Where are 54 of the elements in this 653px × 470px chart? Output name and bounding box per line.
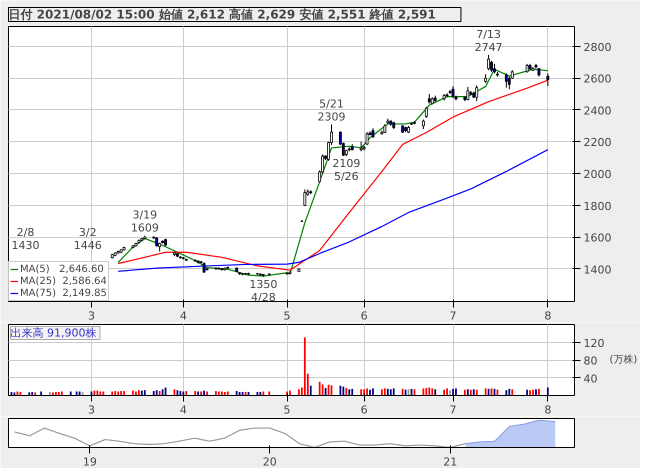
- y-tick-label: 120: [584, 336, 604, 350]
- annotation: 2/8 1430: [11, 226, 40, 252]
- y-tick-label: 2200: [584, 136, 612, 150]
- x-tick-label: 7: [450, 310, 457, 322]
- annotation: 3/19 1609: [130, 208, 159, 235]
- chart-title: 日付 2021/08/02 15:00 始値 2,612 高値 2,629 安値 2,551 終値 2,591: [8, 8, 436, 22]
- chart-title: 出来高 91,900株: [10, 326, 96, 340]
- x-tick-label: 6: [360, 404, 368, 416]
- x-tick-label: 7: [450, 404, 457, 416]
- x-tick-label: 19: [82, 456, 97, 468]
- candlestick: [428, 94, 431, 104]
- candlestick: [372, 128, 374, 138]
- x-tick-label: 20: [262, 456, 277, 468]
- y-tick-label: 80: [584, 354, 598, 368]
- candlestick: [452, 86, 454, 99]
- line-series: [118, 149, 548, 272]
- x-tick-label: 5: [284, 310, 291, 322]
- y-tick-label: 40: [584, 372, 598, 386]
- legend-label: MA(75) 2,149.85: [20, 287, 107, 299]
- y-tick-label: 1800: [584, 200, 612, 213]
- candlestick: [546, 73, 550, 86]
- candlestick: [487, 54, 490, 71]
- candlestick: [466, 86, 470, 101]
- candlestick: [366, 132, 369, 146]
- y-tick-label: 1400: [584, 263, 612, 276]
- y-axis-title: (万株): [609, 354, 638, 366]
- candlestick: [504, 72, 508, 88]
- x-tick-label: 3: [88, 310, 95, 322]
- annotation: 3/2 1446: [74, 226, 102, 252]
- x-tick-label: 3: [88, 404, 95, 416]
- x-tick-label: 21: [443, 456, 458, 468]
- annotation: 1350 4/28: [249, 278, 278, 304]
- y-tick-label: 2800: [584, 40, 612, 54]
- candlestick: [424, 106, 428, 118]
- x-tick-label: 4: [180, 404, 187, 416]
- y-tick-label: 2000: [584, 168, 612, 182]
- x-tick-label: 8: [544, 404, 552, 416]
- x-tick-label: 8: [544, 310, 552, 322]
- x-tick-label: 6: [360, 310, 368, 322]
- y-tick-label: 2400: [584, 104, 612, 118]
- legend-label: MA(25) 2,586.64: [20, 275, 107, 287]
- candlestick: [360, 141, 363, 152]
- annotation: 7/13 2747: [474, 28, 503, 54]
- y-tick-label: 1600: [584, 232, 612, 245]
- x-tick-label: 4: [180, 310, 187, 322]
- annotation: 2109 5/26: [332, 157, 360, 184]
- legend-label: MA(5) 2,646.60: [20, 263, 104, 275]
- candlestick: [202, 262, 206, 274]
- annotation: 5/21 2309: [318, 97, 346, 124]
- y-tick-label: 2600: [584, 72, 612, 86]
- candlestick: [493, 63, 496, 74]
- candlestick: [303, 188, 306, 207]
- x-tick-label: 5: [284, 404, 291, 416]
- candlestick: [422, 118, 425, 130]
